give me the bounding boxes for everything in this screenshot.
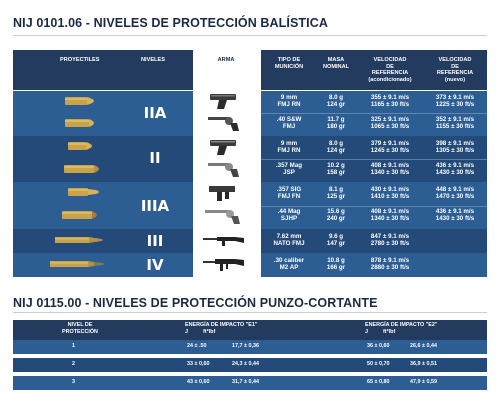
pistol-icon — [210, 140, 236, 155]
stab-e1-ftlbf-cell: 31,7 ± 0,44 — [232, 379, 259, 385]
revolver-icon — [205, 210, 240, 224]
stab-e1-joules-cell: 43 ± 0,60 — [187, 379, 210, 385]
velocity-new-cell: 436 ± 9.1 m/s 1430 ± 30 ft/s — [435, 162, 475, 177]
data-band-iii — [261, 229, 487, 253]
stab-table-title: NIJ 0115.00 - NIVELES DE PROTECCIÓN PUNZ… — [13, 296, 378, 310]
machine-pistol-icon — [209, 186, 235, 201]
stab-e2-joules-cell: 36 ± 0,60 — [367, 343, 390, 349]
nominal-mass-cell: 9.6 g 147 gr — [326, 233, 346, 248]
stab-row — [13, 376, 487, 390]
velocity-new-cell: 398 ± 9.1 m/s 1305 ± 30 ft/s — [435, 140, 475, 155]
header-arma: ARMA — [217, 57, 235, 63]
ammo-type-cell: 9 mm FMJ RN — [277, 94, 301, 109]
bullet-357sig-icon — [68, 188, 99, 196]
row-divider — [261, 113, 487, 114]
velocity-new-cell: 373 ± 9.1 m/s 1225 ± 30 ft/s — [435, 94, 475, 109]
header-vel-nuevo: VELOCIDAD DE REFERENCIA (nuevo) — [436, 57, 474, 83]
stab-header-e2: ENERGÍA DE IMPACTO "E2" J ft*lbf — [365, 322, 438, 335]
bullet-762-icon — [55, 237, 103, 243]
revolver-icon — [208, 117, 239, 131]
velocity-conditioned-cell: 430 ± 9.1 m/s 1410 ± 30 ft/s — [370, 186, 410, 201]
nominal-mass-cell: 15.6 g 240 gr — [326, 208, 346, 223]
stab-e2-joules-cell: 65 ± 0,80 — [367, 379, 390, 385]
stab-e1-ftlbf-cell: 24,3 ± 0,44 — [232, 361, 259, 367]
stab-e1-joules-cell: 24 ± .50 — [187, 343, 207, 349]
level-band-ii — [13, 136, 193, 182]
velocity-conditioned-cell: 878 ± 9.1 m/s 2880 ± 30 ft/s — [370, 257, 410, 272]
header-masa: MASA NOMINAL — [322, 57, 350, 70]
velocity-new-cell: 448 ± 9.1 m/s 1470 ± 30 ft/s — [435, 186, 475, 201]
stab-e2-ftlbf-cell: 36,9 ± 0,51 — [410, 361, 437, 367]
velocity-conditioned-cell: 379 ± 9.1 m/s 1245 ± 30 ft/s — [370, 140, 410, 155]
stab-e2-joules-cell: 50 ± 0,70 — [367, 361, 390, 367]
title-underline — [13, 312, 487, 313]
nominal-mass-cell: 10.2 g 158 gr — [326, 162, 346, 177]
bullet-9mm-icon — [68, 142, 92, 150]
level-label-iii: III — [146, 232, 164, 250]
bullet-30cal-ap-icon — [50, 261, 104, 267]
level-band-iia — [13, 91, 193, 136]
level-label-iv: IV — [146, 256, 164, 274]
velocity-conditioned-cell: 847 ± 9.1 m/s 2780 ± 30 ft/s — [370, 233, 410, 248]
velocity-new-cell: 436 ± 9.1 m/s 1430 ± 30 ft/s — [435, 208, 475, 223]
bullet-357mag-icon — [64, 165, 99, 173]
nominal-mass-cell: 8.0 g 124 gr — [326, 140, 346, 155]
revolver-icon — [208, 163, 239, 177]
velocity-conditioned-cell: 325 ± 9.1 m/s 1065 ± 30 ft/s — [370, 116, 410, 131]
title-underline — [13, 35, 487, 36]
ammo-type-cell: .357 Mag JSP — [275, 162, 303, 177]
stab-level-cell: 1 — [72, 343, 75, 349]
stab-level-cell: 3 — [72, 379, 75, 385]
stab-header-nivel: NIVEL DE PROTECCIÓN — [62, 322, 98, 335]
level-band-iiia — [13, 182, 193, 229]
nominal-mass-cell: 8.0 g 124 gr — [326, 94, 346, 109]
rifle-icon — [203, 237, 244, 246]
stab-e1-joules-cell: 33 ± 0,60 — [187, 361, 210, 367]
stab-row — [13, 340, 487, 354]
velocity-conditioned-cell: 408 ± 9.1 m/s 1340 ± 30 ft/s — [370, 162, 410, 177]
pistol-icon — [210, 94, 236, 109]
header-niveles: NIVELES — [141, 57, 165, 63]
row-divider — [261, 159, 487, 160]
bullet-9mm-icon — [65, 97, 94, 105]
ammo-type-cell: 7.62 mm NATO FMJ — [273, 233, 305, 248]
stab-e1-ftlbf-cell: 17,7 ± 0,36 — [232, 343, 259, 349]
right-header — [261, 50, 487, 90]
velocity-new-cell: 352 ± 9.1 m/s 1155 ± 30 ft/s — [435, 116, 475, 131]
ballistic-table-title: NIJ 0101.06 - NIVELES DE PROTECCIÓN BALÍ… — [13, 16, 328, 30]
header-tipo: TIPO DE MUNICIÓN — [274, 57, 304, 70]
stab-e2-ftlbf-cell: 26,6 ± 0,44 — [410, 343, 437, 349]
row-divider — [261, 206, 487, 207]
bullet-40sw-icon — [65, 119, 94, 127]
stab-row-gap — [13, 354, 487, 358]
header-proyectiles: PROYECTILES — [60, 57, 100, 63]
level-band-iv — [13, 253, 193, 277]
nominal-mass-cell: 10.8 g 166 gr — [326, 257, 346, 272]
ammo-type-cell: .40 S&W FMJ — [276, 116, 302, 131]
ammo-type-cell: .357 SIG FMJ FN — [276, 186, 302, 201]
level-label-iia: IIA — [143, 104, 167, 122]
bullet-44mag-icon — [62, 211, 97, 219]
velocity-conditioned-cell: 408 ± 9.1 m/s 1340 ± 30 ft/s — [370, 208, 410, 223]
velocity-conditioned-cell: 355 ± 9.1 m/s 1165 ± 30 ft/s — [370, 94, 410, 109]
data-band-iv — [261, 253, 487, 277]
stab-header-e1: ENERGÍA DE IMPACTO "E1" J ft*lbf — [185, 322, 258, 335]
nominal-mass-cell: 11.7 g 180 gr — [326, 116, 346, 131]
ammo-type-cell: .30 caliber M2 AP — [273, 257, 305, 272]
stab-level-cell: 2 — [72, 361, 75, 367]
nominal-mass-cell: 8.1 g 125 gr — [326, 186, 346, 201]
stab-row — [13, 358, 487, 372]
level-band-iii — [13, 229, 193, 253]
assault-rifle-icon — [203, 259, 244, 271]
ammo-type-cell: .44 Mag SJHP — [277, 208, 301, 223]
header-vel-acondicionado: VELOCIDAD DE REFERENCIA (acondicionado) — [368, 57, 412, 83]
stab-header-row — [13, 320, 487, 340]
left-header — [13, 50, 193, 90]
ammo-type-cell: 9 mm FMJ RN — [277, 140, 301, 155]
level-label-ii: II — [149, 149, 161, 167]
stab-row-gap — [13, 372, 487, 376]
level-label-iiia: IIIA — [140, 197, 170, 215]
data-band-iiia — [261, 182, 487, 229]
stab-e2-ftlbf-cell: 47,9 ± 0,59 — [410, 379, 437, 385]
